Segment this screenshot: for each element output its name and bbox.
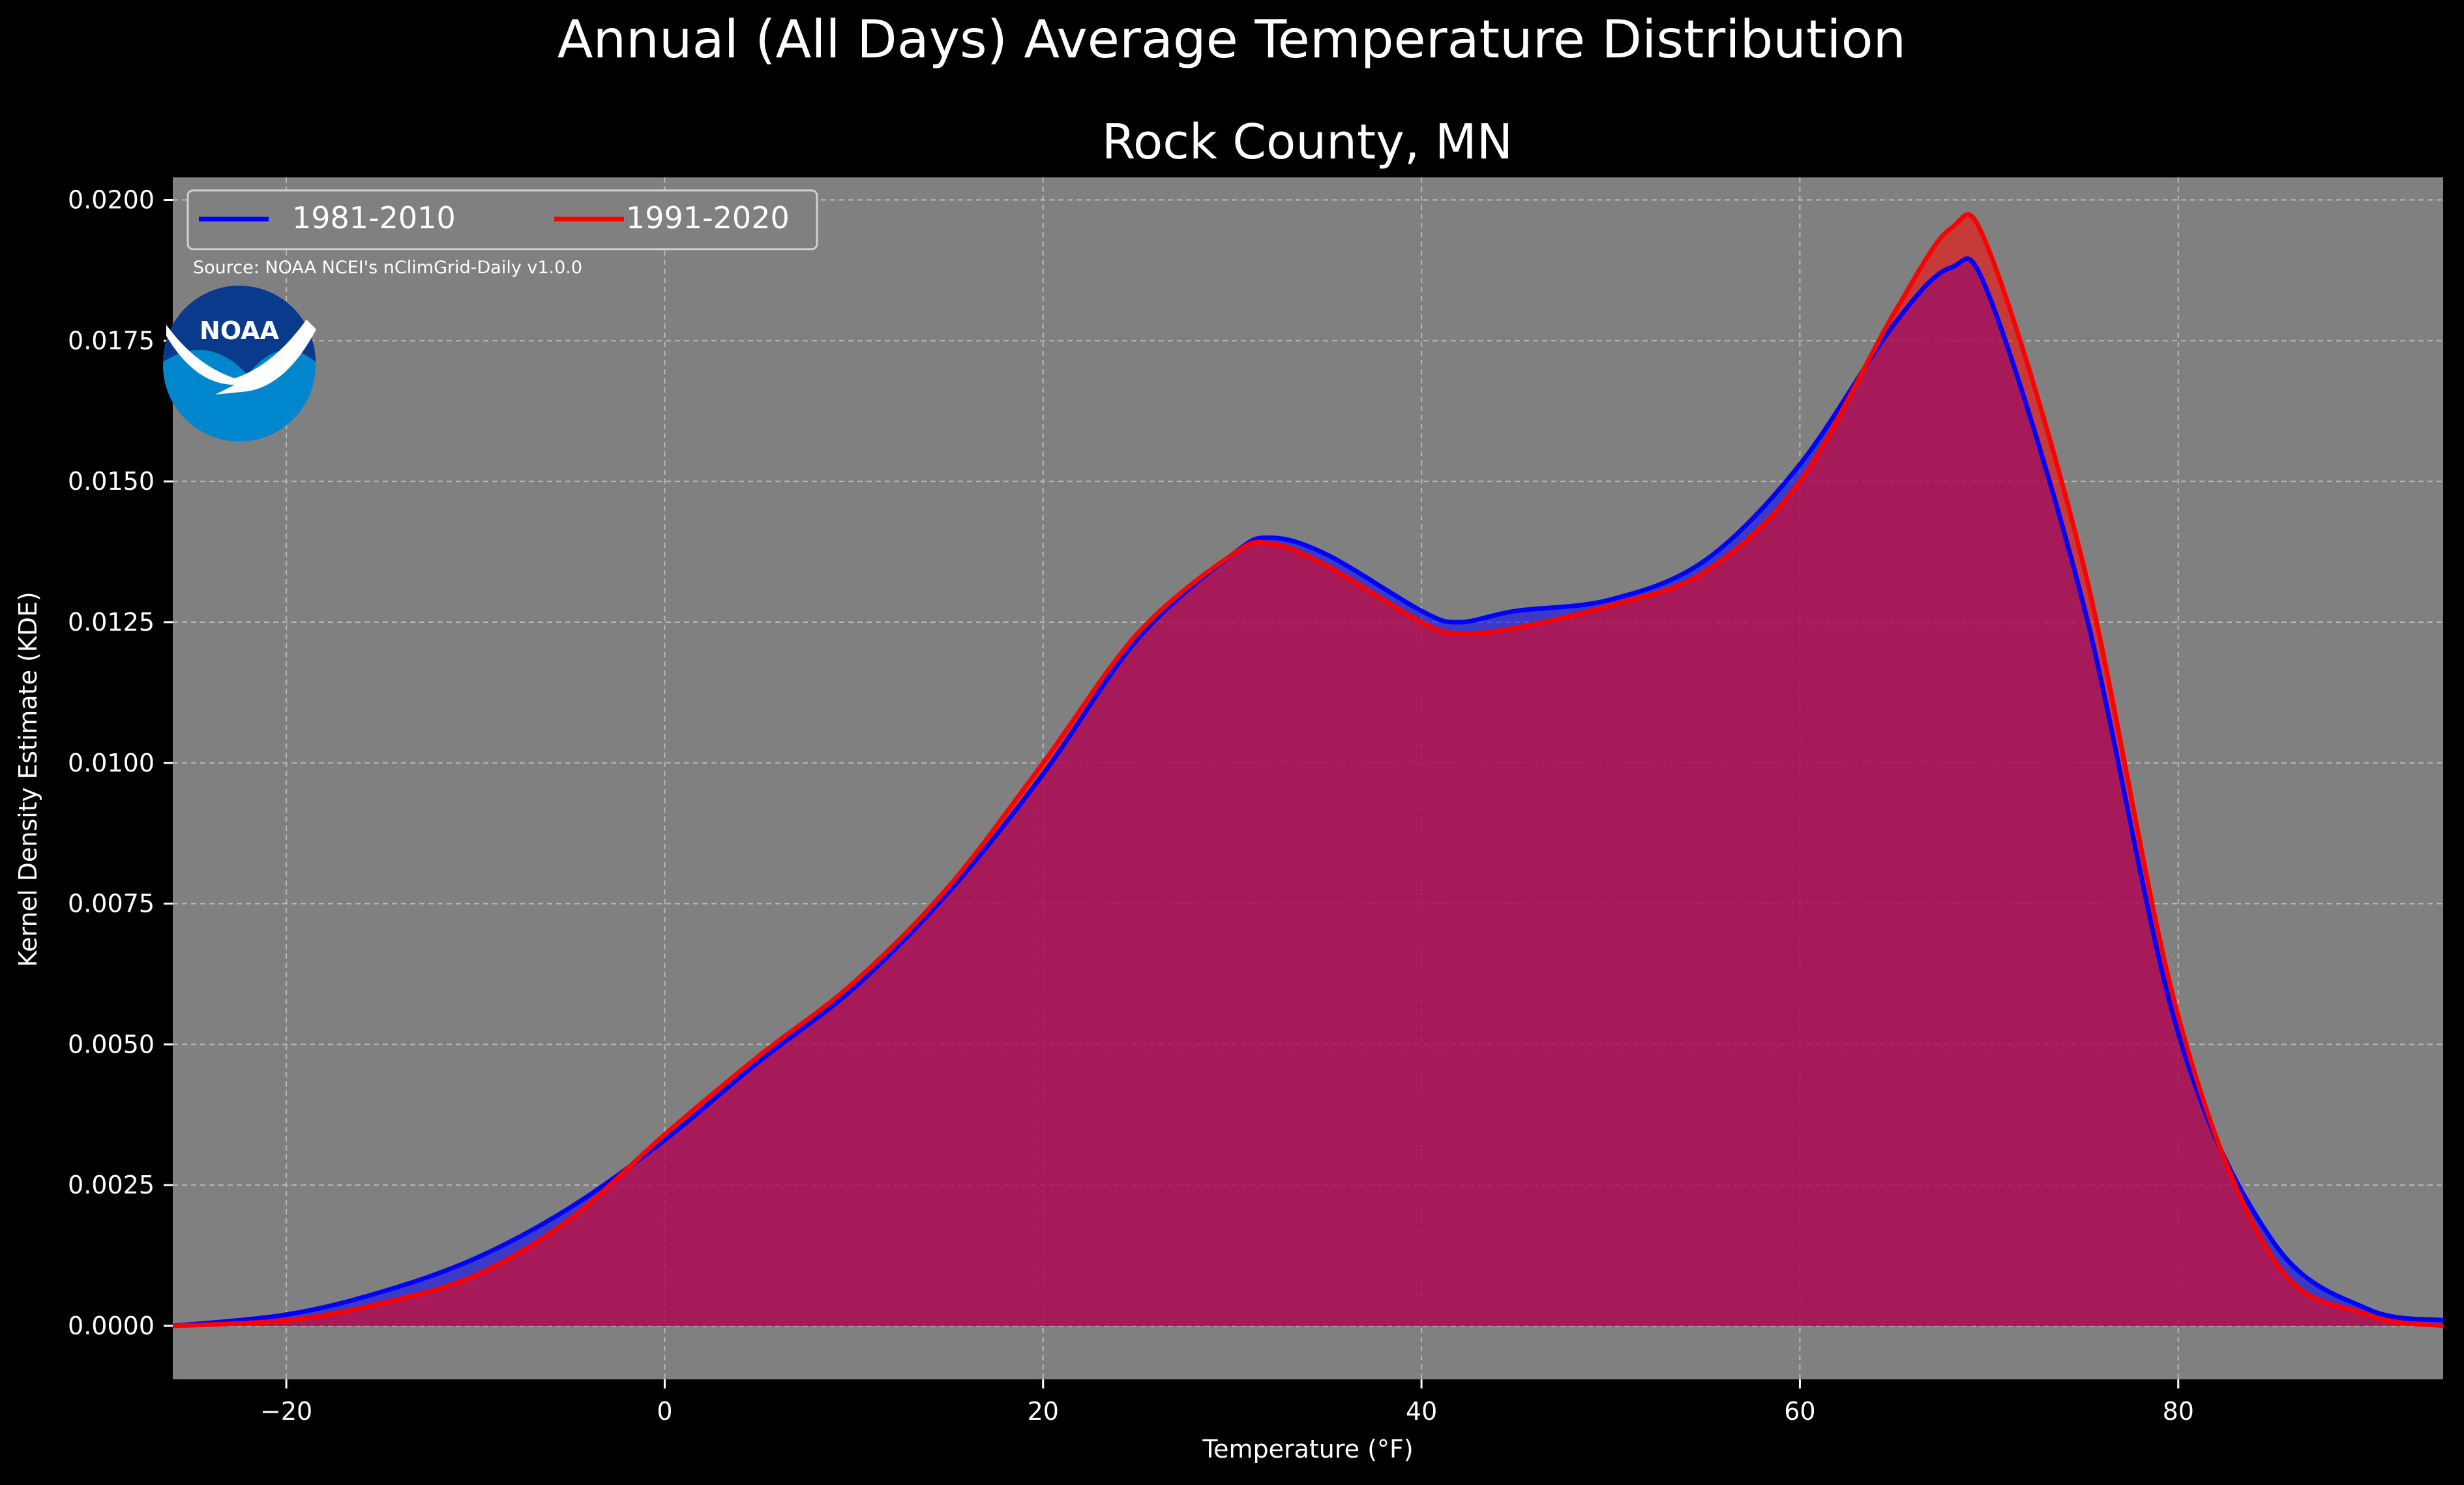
legend-box [186, 189, 818, 250]
series-fill-1991-2020 [173, 214, 2443, 1327]
source-note: Source: NOAA NCEI's nClimGrid-Daily v1.0… [193, 258, 582, 278]
y-tick-label-4: 0.0100 [68, 749, 155, 777]
y-tick-label-7: 0.0175 [68, 326, 155, 355]
series-fills [173, 214, 2443, 1327]
x-tick-label-5: 80 [2163, 1397, 2194, 1426]
x-axis-ticks: −20 0 20 40 60 80 [260, 1379, 2194, 1426]
legend: 1981-2010 1991-2020 [186, 189, 818, 250]
figure-suptitle: Annual (All Days) Average Temperature Di… [557, 9, 1906, 70]
y-tick-label-0: 0.0000 [68, 1312, 155, 1340]
y-axis-label: Kernel Density Estimate (KDE) [14, 592, 42, 967]
noaa-logo-icon: NOAA [163, 286, 316, 442]
x-tick-label-4: 60 [1784, 1397, 1815, 1426]
chart-title: Rock County, MN [1102, 114, 1513, 170]
x-tick-label-3: 40 [1406, 1397, 1437, 1426]
x-tick-label-2: 20 [1028, 1397, 1059, 1426]
y-axis-ticks: 0.0000 0.0025 0.0050 0.0075 0.0100 0.0125 0.01… [68, 186, 173, 1340]
y-tick-label-5: 0.0125 [68, 608, 155, 637]
legend-label-1991-2020: 1991-2020 [626, 200, 790, 235]
noaa-logo-text: NOAA [200, 316, 279, 345]
y-tick-label-8: 0.0200 [68, 186, 155, 215]
y-tick-label-3: 0.0075 [68, 890, 155, 918]
x-tick-label-1: 0 [657, 1397, 672, 1426]
y-tick-label-6: 0.0150 [68, 467, 155, 496]
legend-label-1981-2010: 1981-2010 [292, 200, 456, 235]
x-tick-label-0: −20 [260, 1397, 312, 1426]
series-line-1991-2020 [173, 212, 2443, 1328]
x-axis-label: Temperature (°F) [1202, 1435, 1413, 1463]
y-tick-label-2: 0.0050 [68, 1030, 155, 1058]
series-lines [173, 212, 2443, 1328]
y-tick-label-1: 0.0025 [68, 1171, 155, 1199]
